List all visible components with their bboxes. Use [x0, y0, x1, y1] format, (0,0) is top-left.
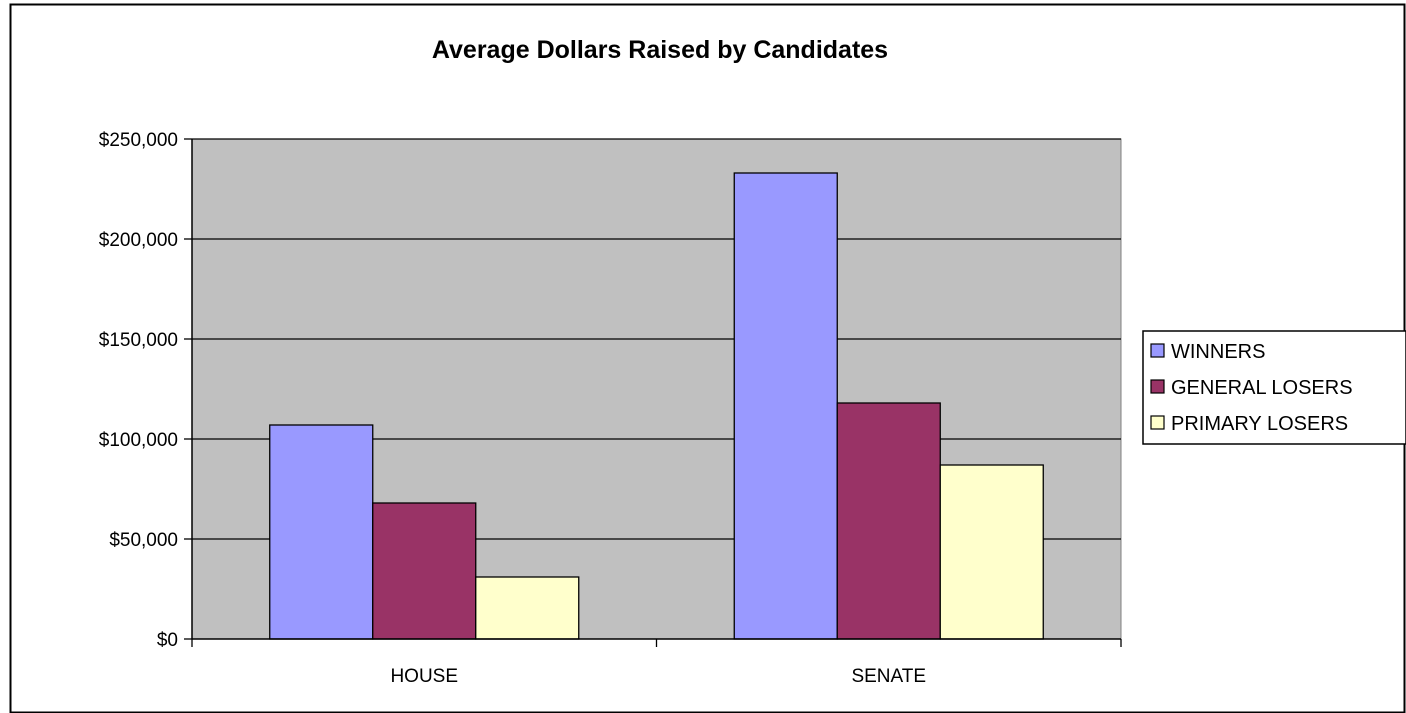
bars: [269, 172, 1044, 640]
axes: $0 $50,000 $100,000 $150,000 $200,000 $250,00…: [99, 130, 1122, 687]
legend: WINNERS GENERAL LOSERS PRIMARY LOSERS: [1142, 330, 1406, 445]
y-tick-label: $200,000: [99, 230, 178, 251]
legend-swatch: [1150, 379, 1165, 394]
y-tick-label: $150,000: [99, 330, 178, 351]
bar: [475, 576, 580, 640]
y-tick-label: $250,000: [99, 130, 178, 151]
bar: [372, 502, 477, 640]
bar: [836, 402, 941, 640]
legend-swatch: [1150, 415, 1165, 430]
legend-label: PRIMARY LOSERS: [1171, 413, 1348, 435]
legend-box: [1142, 330, 1406, 445]
bar: [269, 424, 374, 640]
chart-title: Average Dollars Raised by Candidates: [432, 36, 888, 64]
legend-swatch: [1150, 343, 1165, 358]
legend-label: GENERAL LOSERS: [1171, 377, 1353, 399]
y-tick-label: $0: [157, 630, 178, 651]
y-tick-label: $50,000: [109, 530, 178, 551]
x-tick-label: SENATE: [851, 666, 926, 687]
y-tick-label: $100,000: [99, 430, 178, 451]
legend-label: WINNERS: [1171, 341, 1265, 363]
x-tick-label: HOUSE: [390, 666, 458, 687]
bar: [939, 464, 1044, 640]
bar: [733, 172, 838, 640]
